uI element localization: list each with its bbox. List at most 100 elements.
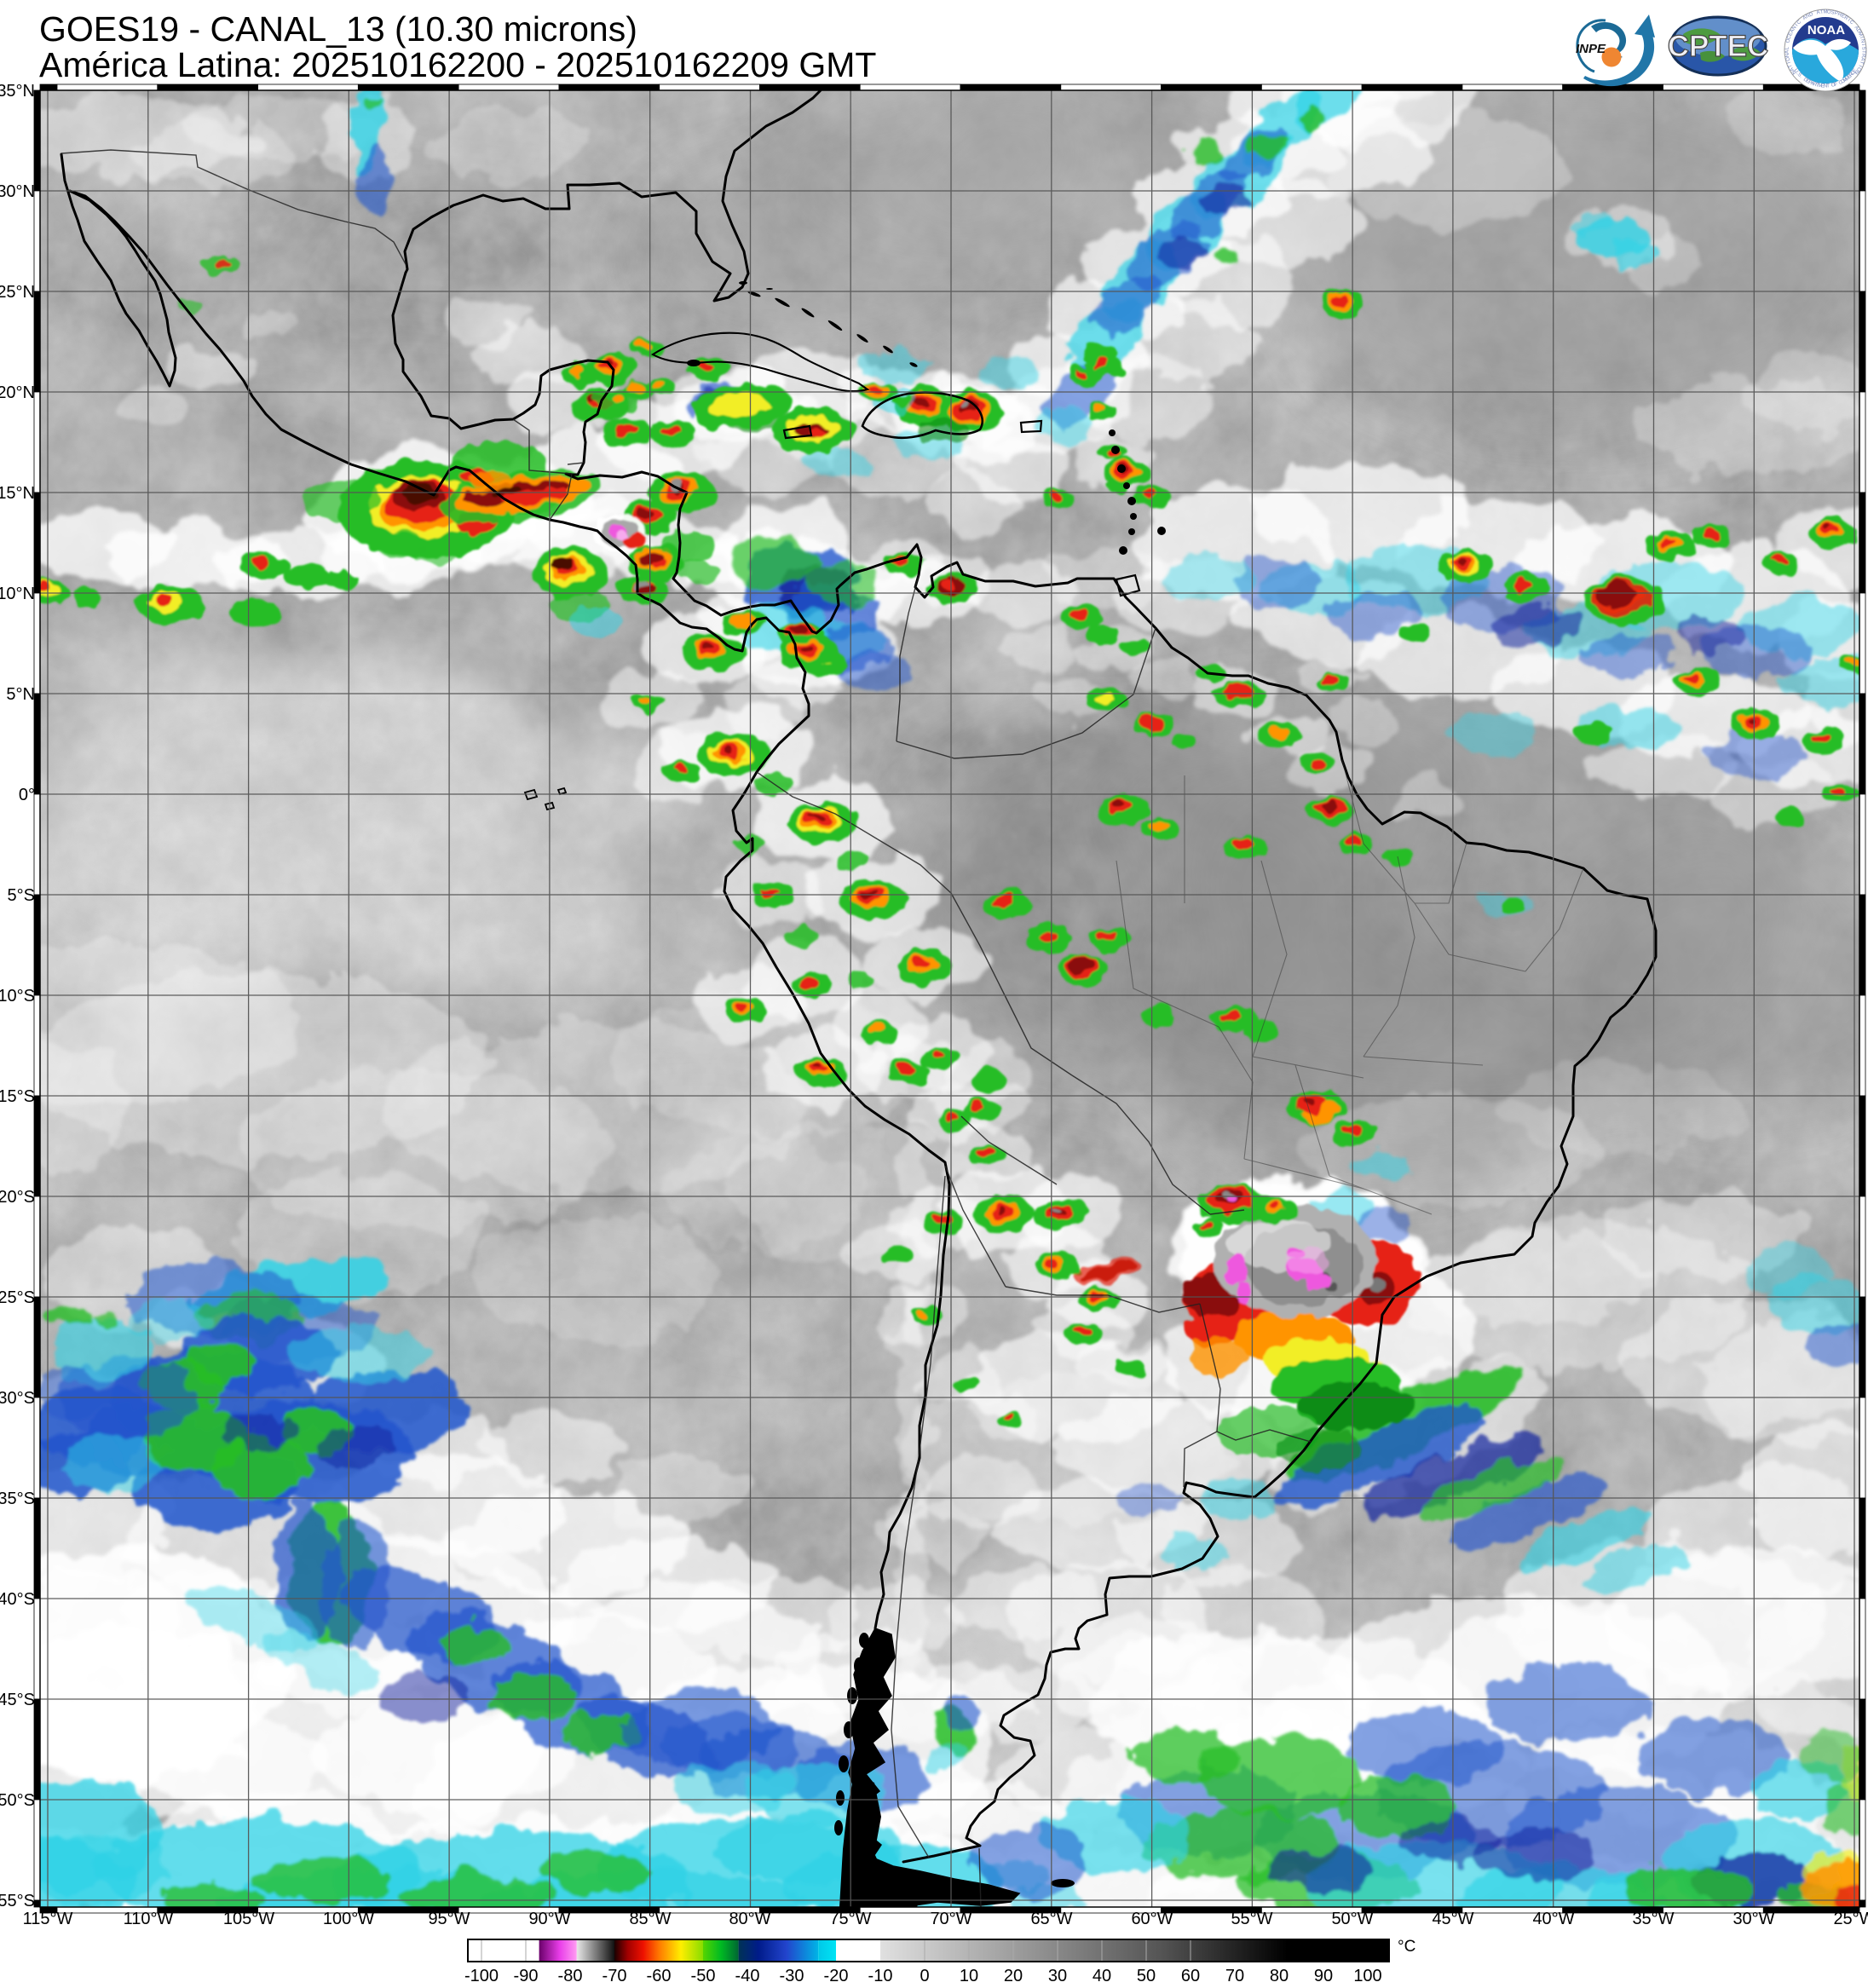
svg-text:10: 10 [960, 1967, 978, 1984]
svg-text:T: T [1860, 50, 1865, 54]
svg-text:INPE: INPE [1576, 42, 1606, 56]
svg-text:65°W: 65°W [1030, 1910, 1072, 1928]
svg-text:O: O [1840, 78, 1846, 85]
svg-text:I: I [1857, 64, 1862, 67]
svg-text:50°W: 50°W [1331, 1910, 1373, 1928]
svg-text:I: I [1847, 18, 1851, 23]
svg-text:35°S: 35°S [0, 1490, 35, 1508]
svg-text:40: 40 [1093, 1967, 1111, 1984]
svg-text:I: I [1859, 37, 1864, 40]
svg-text:30: 30 [1048, 1967, 1067, 1984]
svg-text:I: I [1795, 23, 1800, 27]
svg-text:50: 50 [1137, 1967, 1156, 1984]
svg-text:100°W: 100°W [323, 1910, 374, 1928]
svg-text:40°W: 40°W [1532, 1910, 1574, 1928]
svg-text:N: N [1854, 69, 1859, 75]
svg-text:-20: -20 [824, 1967, 849, 1984]
svg-text:T: T [1859, 61, 1865, 66]
svg-text:-30: -30 [780, 1967, 804, 1984]
svg-text:115°W: 115°W [23, 1910, 73, 1928]
svg-text:75°W: 75°W [829, 1910, 871, 1928]
svg-text:E: E [1852, 68, 1858, 74]
svg-text:95°W: 95°W [428, 1910, 470, 1928]
svg-text:D: D [1802, 78, 1809, 84]
svg-text:30°N: 30°N [0, 182, 35, 201]
svg-text:R: R [1842, 15, 1848, 22]
svg-text:E: E [1847, 74, 1853, 80]
svg-text:S: S [1860, 46, 1865, 49]
svg-text:20°N: 20°N [0, 383, 35, 402]
svg-text:60°W: 60°W [1131, 1910, 1173, 1928]
svg-text:C: C [1850, 70, 1857, 77]
svg-text:N: N [1791, 25, 1797, 31]
svg-text:R: R [1813, 82, 1819, 88]
svg-text:R: R [1860, 53, 1866, 58]
svg-text:-10: -10 [868, 1967, 893, 1984]
svg-text:A: A [1790, 66, 1796, 72]
svg-text:25°W: 25°W [1833, 1910, 1868, 1928]
svg-text:A: A [1859, 57, 1865, 61]
svg-text:105°W: 105°W [223, 1910, 274, 1928]
svg-text:F: F [1834, 82, 1839, 88]
svg-text:M: M [1842, 77, 1849, 84]
svg-text:S: S [1831, 10, 1835, 16]
svg-text:-60: -60 [647, 1967, 672, 1984]
svg-text:10°N: 10°N [0, 585, 35, 603]
svg-text:70: 70 [1225, 1967, 1244, 1984]
svg-text:A: A [1810, 81, 1815, 87]
svg-text:R: R [1848, 72, 1855, 78]
svg-text:L: L [1785, 46, 1790, 49]
svg-text:N: N [1791, 69, 1797, 75]
svg-text:20°S: 20°S [0, 1188, 35, 1207]
svg-text:T: T [1788, 63, 1794, 68]
svg-text:25°N: 25°N [0, 283, 35, 302]
svg-text:90: 90 [1314, 1967, 1333, 1984]
svg-text:90°W: 90°W [528, 1910, 570, 1928]
svg-text:N: N [1859, 38, 1865, 43]
svg-text:110°W: 110°W [124, 1910, 174, 1928]
svg-text:40°S: 40°S [0, 1590, 35, 1609]
svg-text:30°S: 30°S [0, 1389, 35, 1408]
svg-text:A: A [1790, 28, 1796, 33]
svg-text:N: N [1785, 53, 1791, 57]
svg-text:M: M [1857, 32, 1864, 37]
svg-text:-100: -100 [464, 1967, 499, 1984]
svg-text:15°N: 15°N [0, 484, 35, 503]
svg-text:D: D [1855, 28, 1862, 34]
svg-text:C: C [1796, 20, 1803, 26]
svg-text:GOES19 - CANAL_13 (10.30 micro: GOES19 - CANAL_13 (10.30 microns) [39, 9, 637, 49]
svg-text:O: O [1785, 56, 1791, 61]
svg-text:M: M [1818, 84, 1823, 89]
svg-text:85°W: 85°W [629, 1910, 671, 1928]
svg-text:C: C [1848, 20, 1855, 26]
svg-text:I: I [1860, 43, 1865, 46]
svg-text:-80: -80 [558, 1967, 583, 1984]
svg-text:45°S: 45°S [0, 1691, 35, 1709]
svg-text:0: 0 [920, 1967, 929, 1984]
svg-text:NOAA: NOAA [1807, 23, 1845, 37]
svg-text:5°N: 5°N [6, 685, 35, 704]
svg-text:M: M [1844, 76, 1851, 83]
svg-text:A: A [1854, 26, 1859, 32]
svg-text:C: C [1787, 35, 1793, 41]
svg-text:A: A [1802, 15, 1808, 21]
svg-text:70°W: 70°W [930, 1910, 971, 1928]
svg-text:H: H [1836, 12, 1842, 18]
svg-text:D: D [1808, 12, 1814, 18]
svg-text:T: T [1826, 84, 1830, 89]
svg-text:E: E [1788, 32, 1794, 37]
svg-text:E: E [1821, 84, 1825, 89]
svg-text:55°S: 55°S [0, 1892, 35, 1910]
svg-text:A: A [1816, 10, 1820, 16]
svg-text:20: 20 [1004, 1967, 1023, 1984]
svg-text:M: M [1824, 10, 1828, 15]
svg-text:50°S: 50°S [0, 1791, 35, 1810]
svg-text:-90: -90 [514, 1967, 539, 1984]
svg-text:.: . [1795, 71, 1800, 75]
svg-text:60: 60 [1181, 1967, 1200, 1984]
svg-text:T: T [1820, 10, 1825, 15]
svg-text:55°W: 55°W [1231, 1910, 1272, 1928]
svg-text:-50: -50 [691, 1967, 716, 1984]
svg-text:O: O [1831, 83, 1836, 89]
svg-text:45°W: 45°W [1432, 1910, 1473, 1928]
